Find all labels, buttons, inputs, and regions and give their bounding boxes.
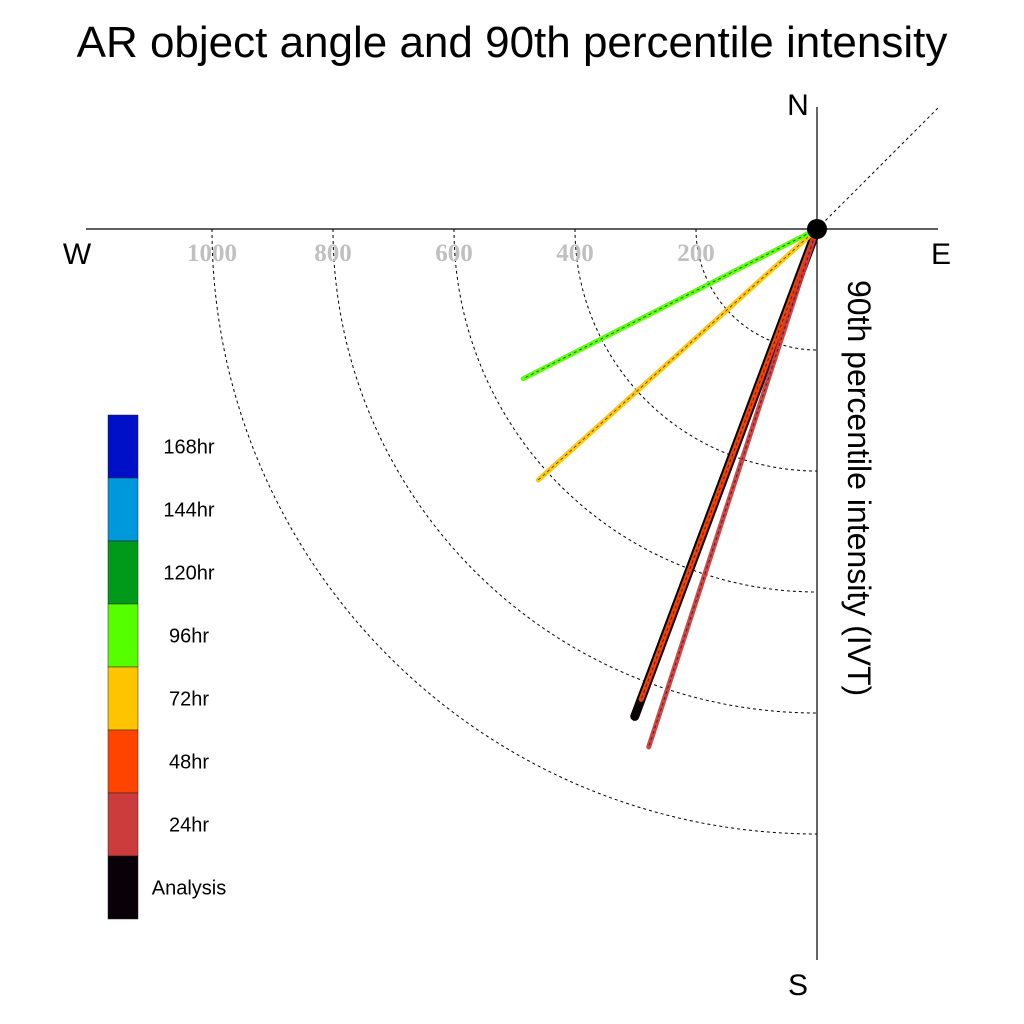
legend-swatch-analysis: [107, 855, 139, 920]
ring-1000: [211, 228, 818, 835]
ring-label-800: 800: [314, 240, 352, 267]
legend-label-24hr: 24hr: [169, 815, 209, 837]
legend-label-48hr: 48hr: [169, 752, 209, 774]
series-48hr: [638, 226, 820, 702]
ring-label-400: 400: [556, 240, 594, 267]
ring-400: [574, 228, 818, 472]
legend-label-analysis: Analysis: [152, 878, 226, 900]
compass-south: S: [788, 969, 808, 1002]
legend: 168hr 144hr 120hr 96hr 72hr 48hr 24hr Analysis: [107, 414, 226, 920]
ring-label-1000: 1000: [187, 240, 237, 267]
legend-swatch-168hr: [107, 414, 139, 479]
legend-swatch-48hr: [107, 729, 139, 794]
legend-swatch-24hr: [107, 792, 139, 857]
legend-swatch-72hr: [107, 666, 139, 731]
legend-swatch-120hr: [107, 540, 139, 605]
grid: 200 400 600 800 1000: [86, 105, 941, 960]
origin-marker: [807, 219, 827, 239]
legend-label-144hr: 144hr: [163, 500, 214, 522]
chart-title: AR object angle and 90th percentile inte…: [77, 18, 948, 67]
legend-label-72hr: 72hr: [169, 689, 209, 711]
legend-label-96hr: 96hr: [169, 626, 209, 648]
series-24hr: [646, 226, 820, 750]
legend-label-120hr: 120hr: [163, 563, 214, 585]
series-72hr: [535, 226, 820, 483]
compass-west: W: [63, 238, 92, 271]
ring-label-200: 200: [677, 240, 715, 267]
series-96hr: [520, 226, 820, 382]
compass-north: N: [787, 89, 809, 122]
radial-axis-label: 90th percentile intensity (IVT): [841, 280, 877, 696]
ring-800: [332, 228, 818, 714]
ring-200: [695, 228, 818, 351]
legend-swatch-144hr: [107, 477, 139, 542]
ne-diagonal: [816, 105, 941, 230]
ring-600: [453, 228, 818, 593]
legend-label-168hr: 168hr: [163, 437, 214, 459]
ring-label-600: 600: [435, 240, 473, 267]
compass-east: E: [931, 238, 951, 271]
legend-swatch-96hr: [107, 603, 139, 668]
